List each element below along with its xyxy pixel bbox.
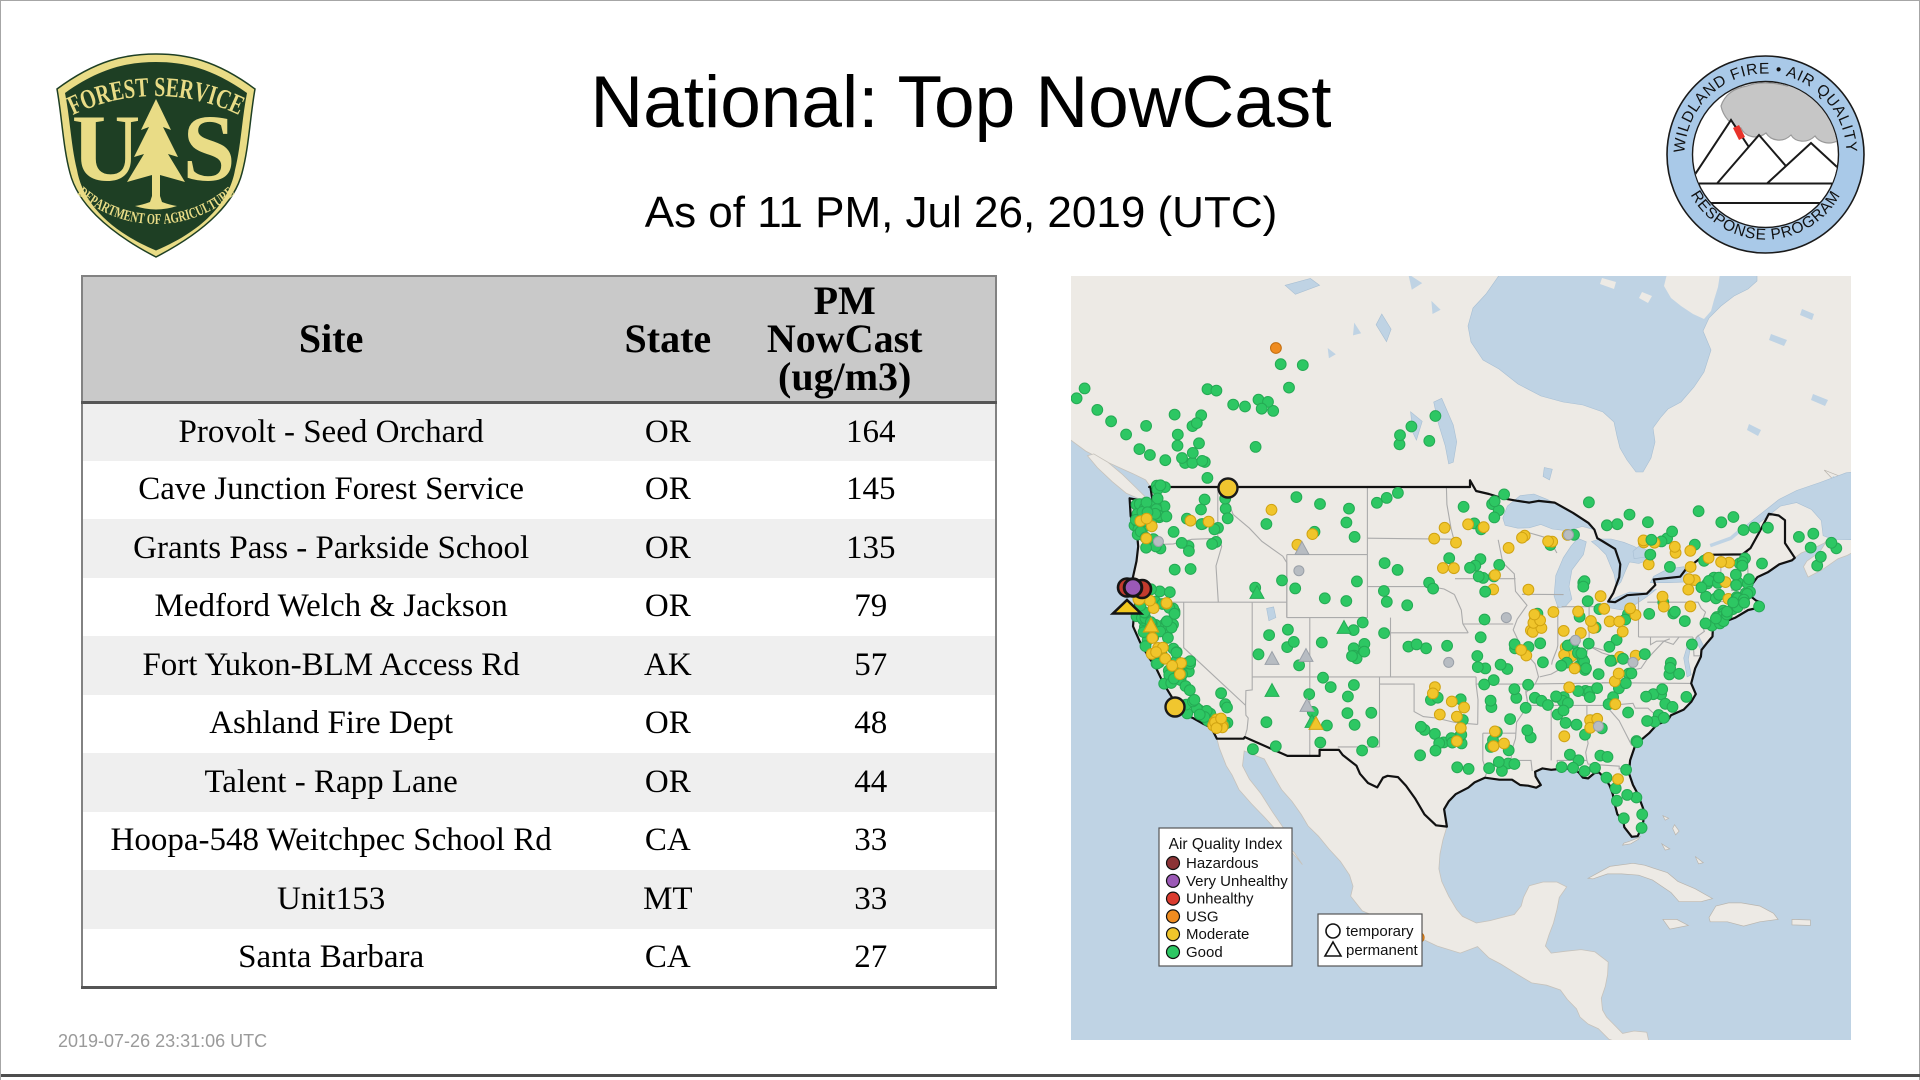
svg-text:temporary: temporary bbox=[1346, 923, 1414, 940]
svg-text:T: T bbox=[134, 73, 149, 104]
svg-text:Good: Good bbox=[1186, 944, 1223, 961]
svg-text:Very Unhealthy: Very Unhealthy bbox=[1186, 873, 1288, 890]
svg-text:E: E bbox=[165, 73, 181, 104]
svg-text:G: G bbox=[169, 208, 180, 226]
svg-text:R: R bbox=[176, 206, 188, 225]
svg-text:T: T bbox=[137, 209, 147, 227]
svg-text:A: A bbox=[163, 209, 173, 227]
svg-text:E: E bbox=[108, 76, 127, 108]
svg-text:USG: USG bbox=[1186, 908, 1219, 925]
svg-text:S: S bbox=[183, 95, 236, 201]
svg-text:N: N bbox=[129, 207, 140, 226]
svg-text:permanent: permanent bbox=[1346, 942, 1419, 959]
svg-text:I: I bbox=[183, 205, 192, 223]
svg-text:F: F bbox=[155, 210, 162, 227]
svg-text:Unhealthy: Unhealthy bbox=[1186, 891, 1254, 908]
svg-text:R: R bbox=[177, 74, 196, 106]
svg-text:U: U bbox=[72, 95, 141, 201]
svg-text:Moderate: Moderate bbox=[1186, 926, 1249, 943]
svg-text:Air Quality Index: Air Quality Index bbox=[1169, 836, 1283, 853]
svg-text:O: O bbox=[147, 210, 156, 228]
svg-text:S: S bbox=[122, 74, 137, 105]
svg-text:Hazardous: Hazardous bbox=[1186, 855, 1259, 872]
svg-text:S: S bbox=[154, 73, 166, 103]
svg-text:E: E bbox=[122, 206, 133, 225]
